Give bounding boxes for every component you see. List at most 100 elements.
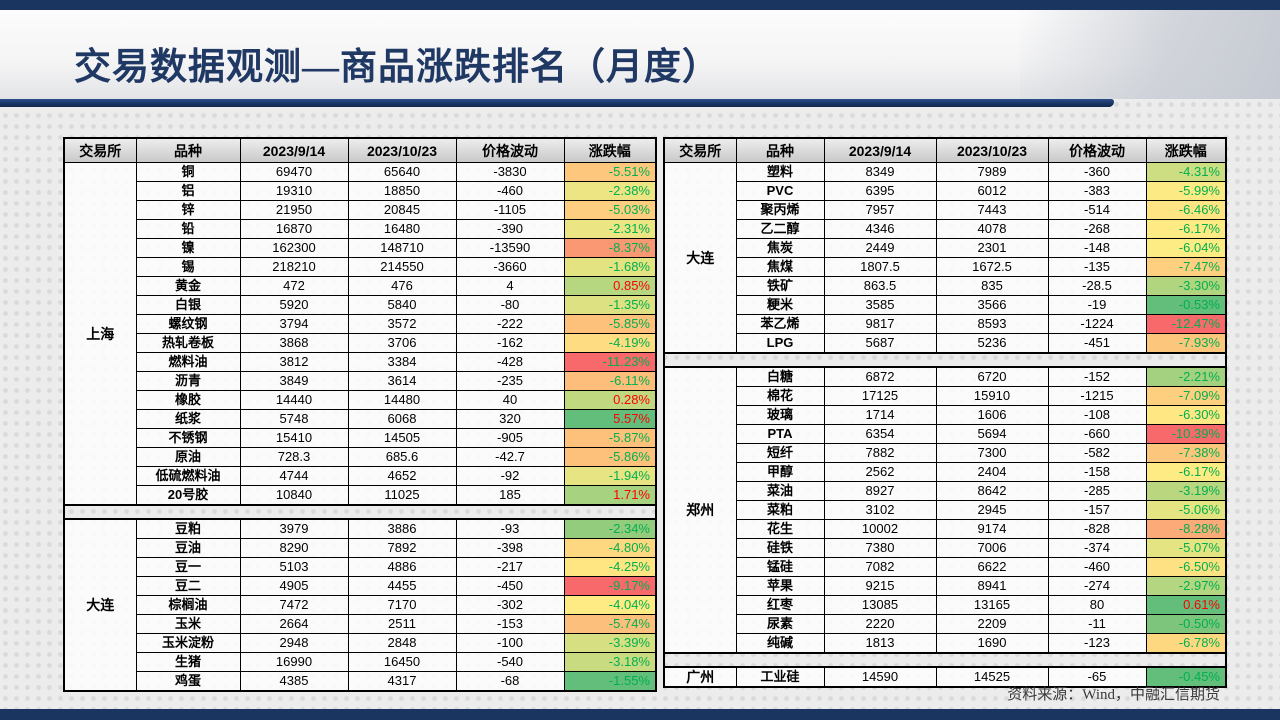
table-row: PTA 6354 5694 -660 -10.39% <box>664 424 1227 444</box>
price-cell: 1813 <box>823 633 937 654</box>
table-row: 纸浆 5748 6068 320 5.57% <box>64 409 657 429</box>
change-cell: -428 <box>455 352 565 372</box>
variety-cell: 20号胶 <box>135 485 241 506</box>
page-title: 交易数据观测—商品涨跌排名（月度） <box>74 47 720 88</box>
price-cell: 4385 <box>239 671 349 692</box>
table-row: 鸡蛋 4385 4317 -68 -1.55% <box>64 671 657 692</box>
variety-cell: 热轧卷板 <box>135 333 241 353</box>
table-row: 红枣 13085 13165 80 0.61% <box>664 595 1227 615</box>
price-cell: 21950 <box>239 200 349 220</box>
pct-cell: -2.97% <box>1145 576 1227 596</box>
price-cell: 4652 <box>347 466 457 486</box>
price-cell: 3585 <box>823 295 937 315</box>
pct-cell: -8.37% <box>563 238 657 258</box>
table-row: 豆油 8290 7892 -398 -4.80% <box>64 538 657 558</box>
exchange-cell: 郑州 <box>663 366 737 654</box>
change-cell: -42.7 <box>455 447 565 467</box>
pct-cell: -3.18% <box>563 652 657 672</box>
pct-cell: -5.99% <box>1145 181 1227 201</box>
pct-cell: -9.17% <box>563 576 657 596</box>
price-cell: 2220 <box>823 614 937 634</box>
separator-cell <box>63 504 657 520</box>
column-header: 2023/9/14 <box>239 137 349 163</box>
price-cell: 7006 <box>935 538 1049 558</box>
pct-cell: -0.53% <box>1145 295 1227 315</box>
slide-header: 交易数据观测—商品涨跌排名（月度） <box>0 10 1280 99</box>
table-row: 大连 塑料 8349 7989 -360 -4.31% <box>663 162 1227 354</box>
variety-cell: 不锈钢 <box>135 428 241 448</box>
variety-cell: 玉米 <box>135 614 241 634</box>
price-cell: 9174 <box>935 519 1049 539</box>
variety-cell: 沥青 <box>135 371 241 391</box>
variety-cell: 铅 <box>135 219 241 239</box>
pct-cell: -5.03% <box>563 200 657 220</box>
price-cell: 13085 <box>823 595 937 615</box>
price-cell: 7892 <box>347 538 457 558</box>
change-cell: -157 <box>1047 500 1147 520</box>
pct-cell: 0.28% <box>563 390 657 410</box>
price-cell: 3886 <box>347 518 457 539</box>
variety-cell: PTA <box>735 424 825 444</box>
variety-cell: 纸浆 <box>135 409 241 429</box>
table-row: 郑州 白糖 6872 6720 -152 -2.21% <box>663 366 1227 654</box>
price-cell: 3868 <box>239 333 349 353</box>
change-cell: -217 <box>455 557 565 577</box>
column-header: 2023/10/23 <box>935 137 1049 163</box>
column-header: 涨跌幅 <box>1145 137 1227 163</box>
price-cell: 6354 <box>823 424 937 444</box>
change-cell: -68 <box>455 671 565 692</box>
change-cell: -100 <box>455 633 565 653</box>
variety-cell: 锰硅 <box>735 557 825 577</box>
column-header: 品种 <box>135 137 241 163</box>
change-cell: -13590 <box>455 238 565 258</box>
price-cell: 685.6 <box>347 447 457 467</box>
table-row: 短纤 7882 7300 -582 -7.38% <box>664 443 1227 463</box>
pct-cell: -12.47% <box>1145 314 1227 334</box>
table-row: 低硫燃料油 4744 4652 -92 -1.94% <box>64 466 657 486</box>
table-row: 沥青 3849 3614 -235 -6.11% <box>64 371 657 391</box>
variety-cell: 白银 <box>135 295 241 315</box>
change-cell: -3830 <box>455 162 565 182</box>
table-row: 花生 10002 9174 -828 -8.28% <box>664 519 1227 539</box>
change-cell: 185 <box>455 485 565 506</box>
price-cell: 476 <box>347 276 457 296</box>
price-cell: 14590 <box>823 666 937 688</box>
pct-cell: -5.07% <box>1145 538 1227 558</box>
pct-cell: -5.74% <box>563 614 657 634</box>
price-cell: 11025 <box>347 485 457 506</box>
table-row: 橡胶 14440 14480 40 0.28% <box>64 390 657 410</box>
price-cell: 2945 <box>935 500 1049 520</box>
pct-cell: -4.25% <box>563 557 657 577</box>
commodity-table-left: 交易所 品种 2023/9/14 2023/10/23 价格波动 涨跌幅 上海铜 69470 6… <box>63 137 657 692</box>
price-cell: 20845 <box>347 200 457 220</box>
price-cell: 4744 <box>239 466 349 486</box>
price-cell: 4078 <box>935 219 1049 239</box>
change-cell: -383 <box>1047 181 1147 201</box>
price-cell: 14480 <box>347 390 457 410</box>
price-cell: 5236 <box>935 333 1049 354</box>
table-row: 棕榈油 7472 7170 -302 -4.04% <box>64 595 657 615</box>
table-row: 热轧卷板 3868 3706 -162 -4.19% <box>64 333 657 353</box>
pct-cell: -6.17% <box>1145 462 1227 482</box>
pct-cell: 1.71% <box>563 485 657 506</box>
variety-cell: 白糖 <box>735 366 825 387</box>
price-cell: 65640 <box>347 162 457 182</box>
variety-cell: 硅铁 <box>735 538 825 558</box>
column-header: 2023/9/14 <box>823 137 937 163</box>
bottom-accent-bar <box>0 709 1280 720</box>
table-row: 铝 19310 18850 -460 -2.38% <box>64 181 657 201</box>
change-cell: -152 <box>1047 366 1147 387</box>
variety-cell: 焦炭 <box>735 238 825 258</box>
change-cell: -460 <box>455 181 565 201</box>
table-row: 甲醇 2562 2404 -158 -6.17% <box>664 462 1227 482</box>
change-cell: -28.5 <box>1047 276 1147 296</box>
change-cell: -390 <box>455 219 565 239</box>
change-cell: -80 <box>455 295 565 315</box>
variety-cell: 红枣 <box>735 595 825 615</box>
price-cell: 218210 <box>239 257 349 277</box>
variety-cell: 甲醇 <box>735 462 825 482</box>
variety-cell: 锡 <box>135 257 241 277</box>
change-cell: -153 <box>455 614 565 634</box>
variety-cell: 橡胶 <box>135 390 241 410</box>
variety-cell: 燃料油 <box>135 352 241 372</box>
